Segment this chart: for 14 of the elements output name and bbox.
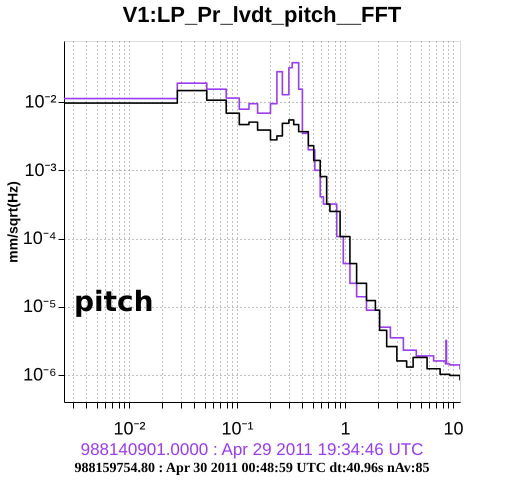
annotation: pitch	[74, 285, 154, 318]
y-axis-title: mm/sqrt(Hz)	[4, 181, 21, 263]
x-tick-label: 10⁻²	[114, 418, 146, 438]
y-tick-label: 10⁻⁶	[23, 364, 56, 384]
chart-title: V1:LP_Pr_lvdt_pitch__FFT	[122, 2, 402, 27]
y-tick-label: 10⁻⁵	[23, 296, 56, 316]
x-tick-label: 10⁻¹	[222, 418, 254, 438]
x-tick-label: 1	[340, 418, 351, 438]
y-tick-label: 10⁻³	[24, 160, 57, 180]
y-tick-label: 10⁻²	[24, 92, 57, 112]
text: 988159754.80 : Apr 30 2011 00:48:59 UTC dt:40.96s nAv:85	[74, 461, 430, 476]
x-tick-label: 10	[444, 418, 464, 438]
y-tick-label: 10⁻⁴	[22, 228, 56, 248]
text: 988140901.0000 : Apr 29 2011 19:34:46 UTC	[80, 440, 424, 459]
